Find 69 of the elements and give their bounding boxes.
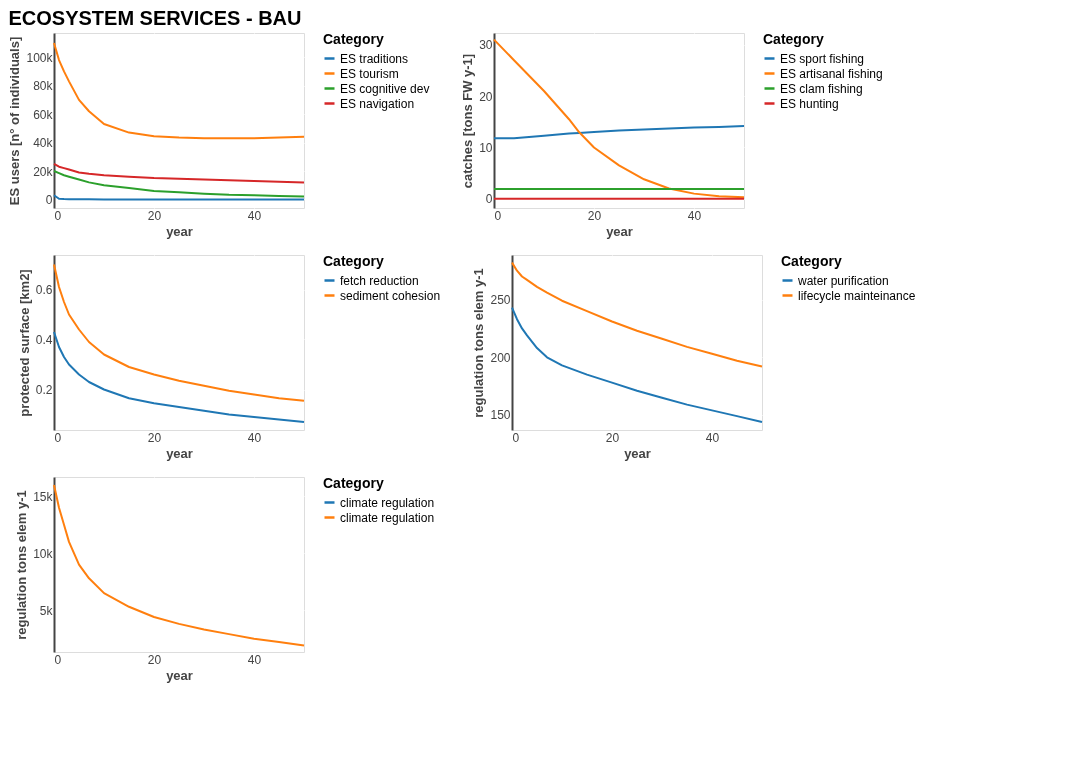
y-tick-label: 0.4 [35,333,53,347]
legend-title: Category [781,253,842,269]
line-series [53,331,305,423]
y-axis-title: regulation tons elem y-1 [471,268,487,418]
legend-label: ES sport fishing [780,51,865,66]
legend-label: ES cognitive dev [340,81,430,96]
line-series [493,124,745,140]
line-series [53,263,305,402]
legend-label: lifecycle mainteinance [798,288,916,303]
x-tick-label: 40 [247,430,262,445]
y-tick-label: 80k [33,79,54,94]
legend-title: Category [763,31,824,47]
y-tick-label: 10k [33,546,54,561]
x-axis-title: year [166,667,193,683]
y-axis-title: ES users [n° of individuals] [7,36,23,206]
y-tick-label: 30 [479,38,493,53]
x-axis-title: year [606,223,633,239]
legend-label: ES clam fishing [780,81,863,96]
y-axis-title: protected surface [km2] [16,269,32,417]
chart-title: ECOSYSTEM SERVICES - BAU [8,6,302,29]
line-series [511,306,763,423]
x-axis-title: year [166,445,193,461]
y-axis-title: catches [tons FW y-1] [460,53,476,189]
y-tick-label: 60k [33,107,54,122]
x-tick-label: 20 [147,430,162,445]
x-tick-label: 40 [247,208,262,223]
y-tick-label: 0.6 [35,283,53,297]
line-series [53,483,305,647]
legend-title: Category [323,253,384,269]
y-tick-label: 100k [26,50,54,65]
y-tick-label: 0 [45,192,53,207]
y-tick-label: 150 [490,408,511,423]
y-tick-label: 0.2 [35,383,53,397]
y-tick-label: 20k [33,164,54,179]
x-axis-title: year [166,223,193,239]
line-series [53,170,305,198]
x-tick-label: 20 [147,208,162,223]
legend-title: Category [323,31,384,47]
legend-label: water purification [797,273,889,288]
x-tick-label: 20 [605,430,620,445]
line-series [53,41,305,140]
y-tick-label: 15k [33,489,54,504]
legend-label: climate regulation [340,495,435,510]
x-tick-label: 40 [247,652,262,667]
line-series [493,38,745,199]
line-series [511,261,763,368]
line-series [53,162,305,184]
legend-title: Category [323,475,384,491]
legend-label: fetch reduction [340,273,419,288]
legend-label: ES traditions [340,51,409,66]
x-tick-label: 20 [587,208,602,223]
y-tick-label: 5k [39,603,54,618]
y-axis-title: regulation tons elem y-1 [14,490,30,640]
legend-label: ES navigation [340,96,415,111]
y-tick-label: 10 [479,140,493,155]
legend-label: ES hunting [780,96,839,111]
legend-label: sediment cohesion [340,288,441,303]
legend-label: ES artisanal fishing [780,66,883,81]
legend-label: climate regulation [340,510,435,525]
y-tick-label: 40k [33,136,54,151]
y-tick-label: 200 [490,350,511,365]
x-axis-title: year [624,445,651,461]
x-tick-label: 40 [687,208,702,223]
y-tick-label: 0 [485,192,493,207]
x-tick-label: 20 [147,652,162,667]
legend-label: ES tourism [340,66,399,81]
x-tick-label: 40 [705,430,720,445]
y-tick-label: 20 [479,89,493,104]
y-tick-label: 250 [490,293,511,308]
